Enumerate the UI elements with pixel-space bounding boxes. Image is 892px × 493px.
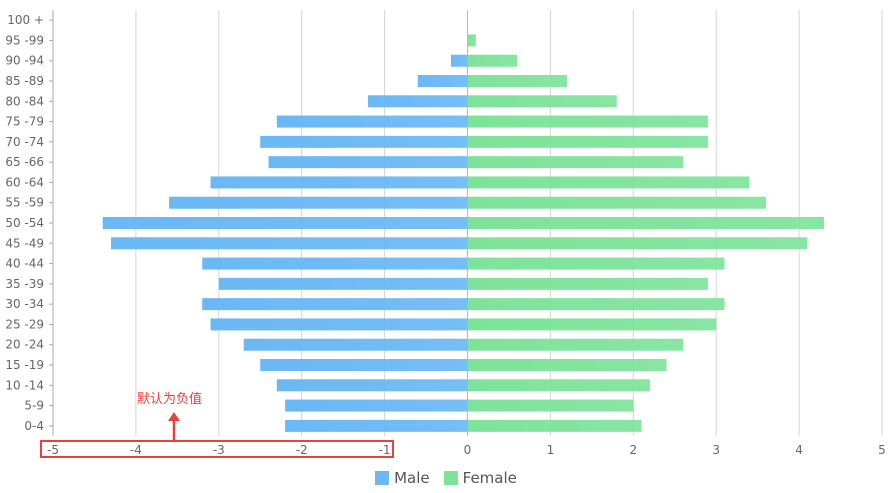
x-tick-label: 3 [712,443,720,457]
bar-male[interactable] [202,298,468,311]
y-tick-label: 45 -49 [5,236,44,250]
y-tick-label: 75 -79 [5,115,44,129]
y-tick-label: 80 -84 [5,94,44,108]
bar-female[interactable] [467,34,476,47]
bar-male[interactable] [111,237,468,250]
x-tick-label: -2 [296,443,308,457]
x-tick-label: 5 [878,443,886,457]
y-tick-label: 100 + [7,13,44,27]
legend: Male Female [0,466,892,490]
x-tick-label: 2 [629,443,637,457]
annotation-note: 默认为负值 [137,392,203,407]
x-axis: -5 -4 -3 -2 -1 0 1 2 3 4 5 [47,443,886,457]
bar-male[interactable] [268,156,468,169]
y-axis: 100 + 95 -99 90 -94 85 -89 80 -84 75 -79 70 -7… [5,10,54,436]
bar-male[interactable] [368,95,468,108]
y-tick-label: 50 -54 [5,216,44,230]
bar-female[interactable] [467,277,708,290]
y-tick-label: 15 -19 [5,358,44,372]
bar-female[interactable] [467,237,808,250]
y-tick-label: 5-9 [24,399,44,413]
bar-male[interactable] [218,277,468,290]
bar-female[interactable] [467,115,708,128]
bar-female[interactable] [467,54,518,67]
y-tick-label: 85 -89 [5,74,44,88]
bar-male[interactable] [260,359,468,371]
y-tick-label: 55 -59 [5,196,44,210]
bar-female[interactable] [467,338,684,351]
y-tick-label: 65 -66 [5,155,44,169]
y-tick-label: 20 -24 [5,338,44,352]
bar-female[interactable] [467,379,650,392]
bar-male[interactable] [285,399,468,412]
bar-male[interactable] [210,176,468,189]
y-tick-label: 0-4 [24,419,44,433]
x-tick-label: -3 [213,443,225,457]
x-tick-label: -1 [379,443,391,457]
y-tick-label: 35 -39 [5,277,44,291]
legend-swatch-male [375,471,390,485]
x-tick-label: 0 [464,443,472,457]
bar-female[interactable] [467,135,708,148]
bar-female[interactable] [467,298,725,311]
bar-male[interactable] [276,379,468,392]
legend-item-male[interactable]: Male [375,469,430,487]
bar-male[interactable] [260,135,468,148]
legend-swatch-female [443,471,458,485]
bar-female[interactable] [467,156,684,169]
bar-female[interactable] [467,196,766,209]
y-tick-label: 10 -14 [5,378,44,392]
y-tick-label: 40 -44 [5,257,44,271]
bars [102,34,824,432]
x-tick-label: 1 [547,443,555,457]
x-tick-label: 4 [795,443,803,457]
y-tick-label: 90 -94 [5,54,44,68]
bar-female[interactable] [467,176,750,189]
bar-female[interactable] [467,318,717,331]
bar-male[interactable] [417,75,468,87]
annotation-highlight-box [40,440,394,458]
annotation-arrow-icon [168,412,180,442]
bar-male[interactable] [202,257,468,270]
bar-male[interactable] [243,338,468,351]
bar-male[interactable] [102,217,468,229]
y-tick-label: 30 -34 [5,297,44,311]
bar-female[interactable] [467,419,642,432]
bar-female[interactable] [467,95,617,108]
legend-label-female: Female [462,469,517,487]
legend-item-female[interactable]: Female [443,469,517,487]
bar-female[interactable] [467,75,567,87]
bar-male[interactable] [450,54,468,67]
bar-male[interactable] [169,196,468,209]
bar-female[interactable] [467,257,725,270]
bar-female[interactable] [467,217,824,229]
bar-female[interactable] [467,359,667,371]
bar-female[interactable] [467,399,634,412]
bar-male[interactable] [210,318,468,331]
bar-male[interactable] [285,419,468,432]
legend-label-male: Male [394,469,430,487]
y-tick-label: 70 -74 [5,135,44,149]
y-tick-label: 25 -29 [5,317,44,331]
bar-male[interactable] [276,115,468,128]
x-tick-label: -4 [130,443,142,457]
y-tick-label: 95 -99 [5,33,44,47]
y-tick-label: 60 -64 [5,175,44,189]
x-tick-label: -5 [47,443,59,457]
